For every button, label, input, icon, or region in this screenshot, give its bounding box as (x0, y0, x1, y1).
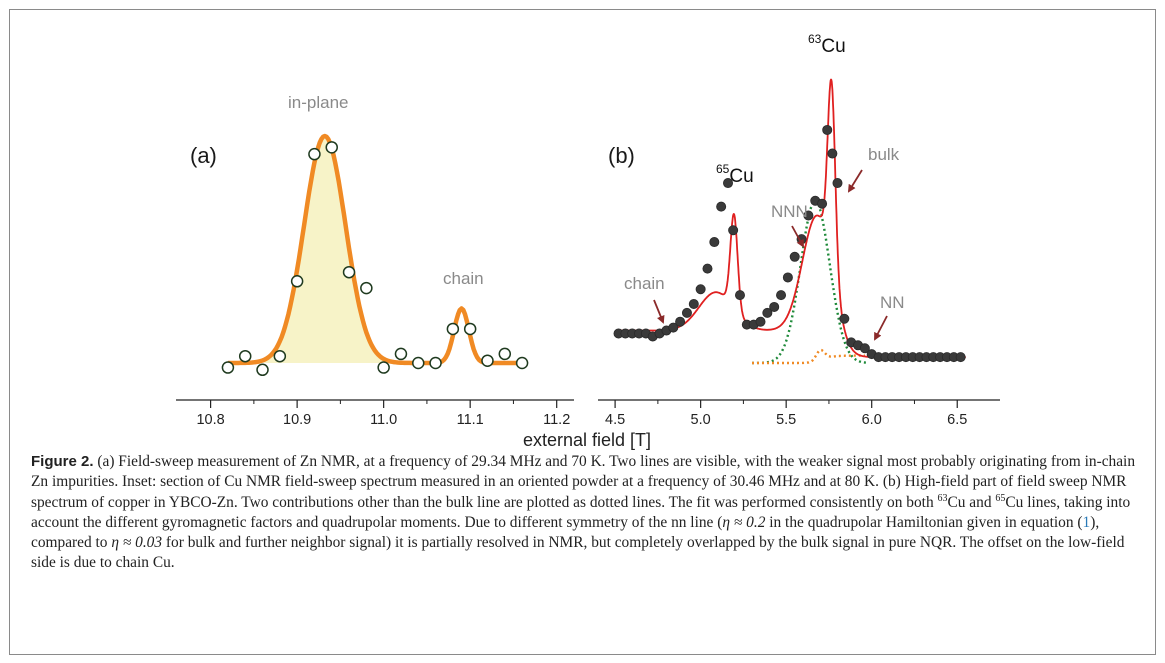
bulk-arrow (847, 169, 863, 193)
panel-b-data-point (839, 313, 850, 324)
nn-label: NN (880, 293, 905, 312)
caption-text-2: Cu and (947, 493, 996, 511)
cu65-symbol: Cu (729, 166, 753, 187)
caption-text-4: in the quadrupolar Hamiltonian given in … (765, 513, 1083, 531)
panel-b-tick-label: 6.5 (947, 412, 967, 428)
caption-text-3: Cu lines, taking into account the differ… (31, 493, 1131, 531)
nn-arrow (874, 315, 888, 341)
caption-eta-2: η ≈ 0.03 (111, 534, 163, 552)
caption-sup-65: 65 (995, 492, 1006, 504)
panel-b-data-point (681, 307, 692, 318)
chain-label-b: chain (624, 274, 665, 293)
panel-b-data-point (675, 316, 686, 327)
panel-b-data-point (776, 290, 787, 301)
caption-sup-63: 63 (937, 492, 948, 504)
caption-text-6: for bulk and further neighbor signal) it… (31, 534, 1125, 572)
panel-a: 10.8 10.9 11.0 11.1 11.2 (a) in-plane chain (176, 93, 574, 428)
chain-label-a: chain (443, 269, 484, 288)
panel-b-data-point (789, 251, 800, 262)
panel-b-data-point (702, 263, 713, 274)
panel-a-letter: (a) (190, 143, 217, 168)
cu63-label: 63Cu (808, 32, 846, 57)
panel-b-letter: (b) (608, 143, 635, 168)
panel-b-data-point (728, 225, 739, 236)
panel-b-data-point (755, 316, 766, 327)
panel-b-data-point (723, 178, 734, 189)
panel-a-data-point (481, 354, 494, 367)
panel-b-tick-label: 5.5 (776, 412, 796, 428)
panel-b-x-ticks: 4.5 5.0 5.5 6.0 6.5 (605, 400, 967, 428)
figure-plot: 10.8 10.9 11.0 11.1 11.2 (a) in-plane chain … (176, 32, 1000, 450)
panel-b-data-point (668, 322, 679, 333)
panel-b-data-points (613, 124, 966, 363)
panel-a-data-point (325, 141, 338, 154)
panel-a-data-point (273, 349, 287, 363)
cu63-symbol: Cu (821, 36, 845, 57)
panel-a-data-point (290, 275, 304, 288)
panel-a-data-point (342, 265, 356, 279)
in-plane-label: in-plane (288, 93, 349, 112)
panel-a-data-point (221, 361, 235, 374)
panel-a-fit-curve (227, 133, 523, 366)
panel-a-data-point (429, 356, 442, 370)
nnn-label: NNN (771, 202, 808, 221)
panel-b-data-point (695, 284, 706, 295)
panel-b-data-point (782, 272, 793, 283)
panel-b-tick-label: 5.0 (691, 412, 711, 428)
panel-b-data-point (827, 148, 838, 159)
panel-b-tick-label: 6.0 (862, 412, 882, 428)
caption-text-1: (a) Field-sweep measurement of Zn NMR, a… (31, 453, 1136, 511)
panel-a-data-points (221, 141, 529, 377)
equation-reference-link[interactable]: 1 (1082, 513, 1091, 531)
panel-b-data-point (832, 178, 843, 189)
figure-caption: Figure 2. (a) Field-sweep measurement of… (31, 452, 1141, 574)
panel-a-tick-label: 11.0 (370, 412, 397, 428)
panel-b-tick-label: 4.5 (605, 412, 625, 428)
panel-a-data-point (256, 363, 269, 377)
nnn-dotted-line (752, 199, 869, 365)
chain-arrow (653, 299, 665, 324)
bulk-label: bulk (868, 145, 900, 164)
panel-b-data-point (762, 307, 773, 318)
panel-a-data-point (446, 322, 460, 336)
panel-a-tick-label: 10.8 (196, 412, 224, 428)
panel-a-data-point (238, 349, 252, 363)
panel-a-data-point (515, 356, 529, 370)
panel-a-x-ticks: 10.8 10.9 11.0 11.1 11.2 (196, 400, 570, 428)
panel-b-data-point (859, 343, 870, 354)
caption-eta-1: η ≈ 0.2 (722, 513, 766, 531)
panel-b-data-point (734, 290, 745, 301)
panel-a-data-point (377, 361, 390, 374)
caption-label: Figure 2. (31, 453, 94, 470)
figure-frame (9, 9, 1156, 655)
panel-a-data-point (360, 281, 373, 295)
panel-b-data-point (716, 201, 727, 212)
panel-b-data-point (803, 210, 814, 221)
panel-b-data-point (688, 298, 699, 309)
panel-a-tick-label: 10.9 (283, 412, 311, 428)
panel-b-data-point (709, 237, 720, 248)
panel-b-data-point (817, 198, 828, 209)
panel-b: 4.5 5.0 5.5 6.0 6.5 (b) 63Cu 65Cu bulk NNN N… (598, 32, 1000, 428)
panel-b-data-point (822, 124, 833, 135)
cu65-label: 65Cu (716, 162, 754, 187)
panel-a-data-point (412, 356, 425, 370)
panel-b-data-point (955, 352, 966, 363)
cu63-superscript: 63 (808, 32, 822, 46)
panel-a-data-point (498, 347, 512, 361)
panel-a-tick-label: 11.2 (543, 412, 570, 428)
caption-text-5: ), compared to (31, 513, 1100, 552)
nnn-arrow (791, 225, 804, 248)
panel-a-data-point (394, 347, 408, 361)
cu65-superscript: 65 (716, 162, 730, 176)
nn-dotted-line (752, 348, 865, 365)
panel-a-data-point (463, 322, 477, 336)
panel-a-tick-label: 11.1 (457, 412, 484, 428)
panel-a-data-point (308, 147, 321, 161)
panel-b-data-point (769, 301, 780, 312)
x-axis-title: external field [T] (523, 430, 651, 450)
